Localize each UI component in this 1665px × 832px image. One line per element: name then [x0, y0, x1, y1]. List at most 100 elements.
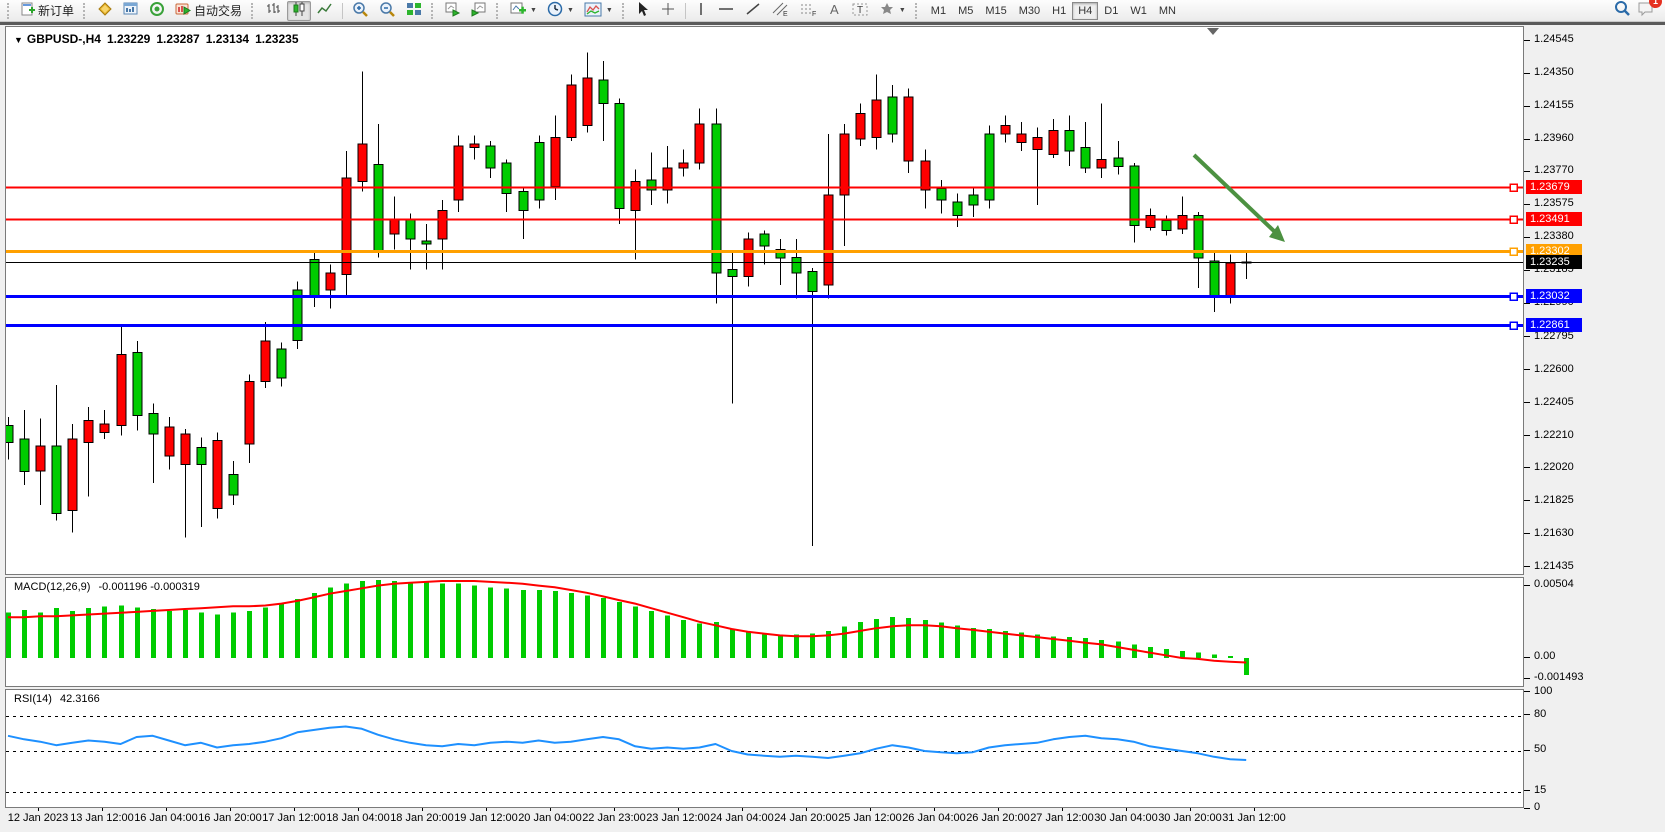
- toolbar-grip: [7, 2, 12, 19]
- trendline-button[interactable]: [741, 1, 765, 21]
- chevron-down-icon: ▼: [898, 7, 906, 14]
- market-watch-button[interactable]: [93, 1, 117, 21]
- price-axis-label: 1.22600: [1534, 362, 1574, 375]
- zoom-in-button[interactable]: [348, 1, 373, 21]
- search-icon[interactable]: [1614, 0, 1631, 22]
- timeframe-button-M30[interactable]: M30: [1018, 4, 1041, 17]
- rsi-pane[interactable]: RSI(14) 42.3166: [5, 689, 1524, 808]
- price-close: 1.23235: [255, 32, 299, 46]
- time-axis-tick: [934, 808, 935, 811]
- toolbar-separator: [684, 2, 686, 19]
- svg-text:A: A: [830, 2, 839, 17]
- line-chart-button[interactable]: [313, 1, 337, 21]
- crosshair-button[interactable]: [656, 1, 680, 21]
- data-window-icon: [123, 1, 139, 20]
- new-order-button[interactable]: 新订单: [17, 1, 78, 21]
- macd-histogram: [6, 580, 1249, 675]
- timeframe-button-H4[interactable]: H4: [1072, 1, 1099, 20]
- price-axis-label: 1.22020: [1534, 460, 1574, 473]
- timeframe-button-H1[interactable]: H1: [1052, 4, 1067, 17]
- status-strip: [0, 826, 1665, 832]
- rsi-canvas[interactable]: [6, 690, 1523, 807]
- data-window-button[interactable]: [119, 1, 143, 21]
- period-button[interactable]: ▼: [543, 1, 578, 21]
- drawn-arrow[interactable]: [1192, 153, 1285, 242]
- time-axis-label: 30 Jan 20:00: [1158, 812, 1222, 824]
- time-axis-label: 13 Jan 12:00: [70, 812, 134, 824]
- vertical-line-icon: [696, 1, 706, 20]
- price-axis-label: 1.24350: [1534, 66, 1574, 79]
- toolbar-grip: [431, 2, 436, 19]
- chevron-down-icon: ▼: [530, 7, 537, 14]
- label-button[interactable]: T: [847, 1, 873, 21]
- navigator-button[interactable]: [145, 1, 169, 21]
- rsi-axis-tick: [1524, 714, 1530, 716]
- macd-canvas[interactable]: [6, 578, 1523, 686]
- time-axis-label: 27 Jan 12:00: [1030, 812, 1094, 824]
- price-axis-label: 1.23960: [1534, 132, 1574, 145]
- timeframe-button-M15[interactable]: M15: [985, 4, 1007, 17]
- price-axis-label: 1.22795: [1534, 329, 1574, 342]
- time-axis-label: 22 Jan 23:00: [582, 812, 646, 824]
- time-axis-tick: [1062, 808, 1063, 811]
- timeframe-button-D1[interactable]: D1: [1104, 4, 1119, 17]
- price-chart-pane[interactable]: ▼ GBPUSD-,H4 1.23229 1.23287 1.23134 1.23235: [5, 26, 1524, 575]
- price-axis-label: 1.21630: [1534, 526, 1574, 539]
- tile-windows-button[interactable]: [402, 1, 426, 21]
- timeframe-button-W1[interactable]: W1: [1130, 4, 1147, 17]
- new-chart-button[interactable]: ▼: [506, 1, 541, 21]
- template-button[interactable]: ▼: [580, 1, 617, 21]
- timeframe-button-M5[interactable]: M5: [958, 4, 974, 17]
- chat-icon[interactable]: 1: [1637, 0, 1662, 22]
- arrange-windows-button[interactable]: [467, 1, 491, 21]
- rsi-axis-label: 15: [1534, 783, 1547, 796]
- price-axis-tick: [1524, 170, 1530, 172]
- toolbar-separator: [342, 2, 344, 19]
- horizontal-line-button[interactable]: [713, 1, 739, 21]
- timeframe-bar: M1 M5 M15 M30 H1 H4 D1 W1 MN: [925, 1, 1182, 20]
- toolbar-grip: [621, 2, 627, 19]
- channel-icon: E: [771, 1, 789, 20]
- macd-pane[interactable]: MACD(12,26,9) -0.001196 -0.000319: [5, 577, 1524, 687]
- price-chart-canvas[interactable]: [6, 27, 1523, 574]
- cascade-windows-icon: [445, 1, 461, 20]
- rsi-axis-tick: [1524, 691, 1530, 693]
- candlestick-chart-button[interactable]: [287, 0, 312, 21]
- fibonacci-button[interactable]: F: [795, 1, 821, 21]
- cascade-windows-button[interactable]: [441, 1, 465, 21]
- rsi-axis-label: 50: [1534, 743, 1547, 755]
- template-icon: [584, 2, 602, 20]
- price-axis-tick: [1524, 236, 1530, 238]
- svg-text:E: E: [783, 11, 788, 17]
- price-axis[interactable]: 1.24545 1.24350 1.24155 1.23960 1.23770 1.235…: [1524, 26, 1665, 813]
- macd-axis-label: 0.00504: [1534, 578, 1574, 591]
- time-axis-tick: [614, 808, 615, 811]
- candles-layer: [6, 52, 1252, 546]
- time-axis-label: 16 Jan 20:00: [198, 812, 262, 824]
- vertical-line-button[interactable]: [691, 1, 711, 21]
- price-axis-label: 1.23575: [1534, 197, 1574, 210]
- bar-chart-button[interactable]: [261, 1, 285, 21]
- cursor-button[interactable]: [632, 1, 654, 21]
- timeframe-button-MN[interactable]: MN: [1158, 4, 1176, 17]
- zoom-out-icon: [379, 1, 396, 21]
- chart-dropdown-icon[interactable]: ▼: [14, 35, 23, 45]
- chart-shift-marker: [1207, 28, 1219, 35]
- rsi-axis-label: 0: [1534, 801, 1541, 814]
- price-badge-1.23491: 1.23491: [1526, 211, 1582, 226]
- notification-badge[interactable]: 1: [1649, 0, 1662, 8]
- shapes-button[interactable]: ▼: [875, 1, 910, 21]
- time-axis-tick: [806, 808, 807, 811]
- time-axis[interactable]: 12 Jan 2023 13 Jan 12:00 16 Jan 04:00 16 Ja…: [5, 808, 1524, 826]
- timeframe-button-M1[interactable]: M1: [930, 4, 947, 17]
- time-axis-label: 12 Jan 2023: [7, 812, 69, 824]
- new-chart-icon: [510, 1, 527, 20]
- channel-button[interactable]: E: [767, 1, 793, 21]
- time-axis-label: 18 Jan 04:00: [326, 812, 390, 824]
- line-chart-icon: [317, 1, 333, 20]
- text-button[interactable]: A: [823, 1, 845, 21]
- hlines-layer[interactable]: [6, 183, 1523, 330]
- time-axis-label: 20 Jan 04:00: [518, 812, 582, 824]
- zoom-out-button[interactable]: [375, 1, 400, 21]
- autotrading-button[interactable]: 自动交易: [171, 1, 246, 21]
